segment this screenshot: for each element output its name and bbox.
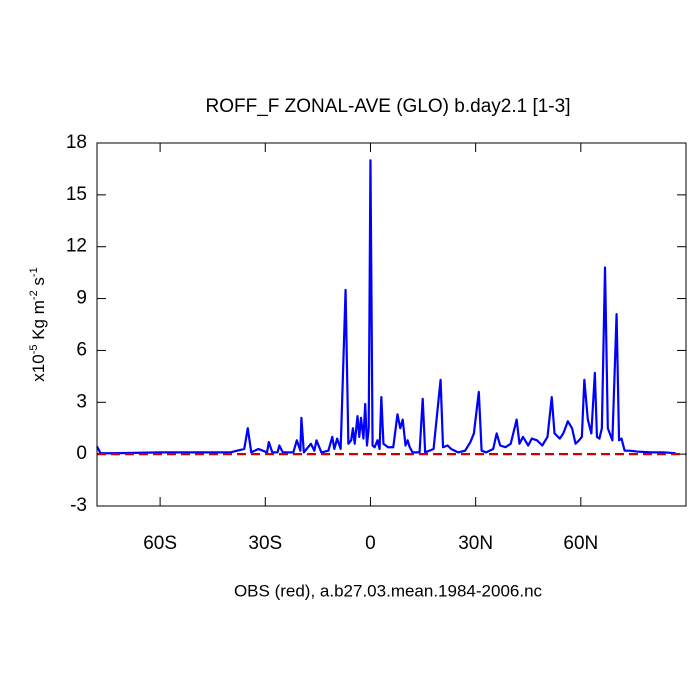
x-tick-label: 60S bbox=[143, 533, 177, 554]
y-tick-label: 3 bbox=[76, 391, 87, 412]
y-tick-label: 0 bbox=[76, 443, 87, 464]
y-axis-label-part: -1 bbox=[28, 267, 40, 277]
y-tick-label: 6 bbox=[76, 339, 87, 360]
y-axis-label-part: s bbox=[29, 277, 48, 290]
x-axis-label: OBS (red), a.b27.03.mean.1984-2006.nc bbox=[234, 581, 543, 600]
x-tick-label: 30N bbox=[458, 533, 493, 554]
series-line bbox=[96, 159, 676, 455]
y-tick-label: -3 bbox=[70, 495, 87, 516]
chart-title: ROFF_F ZONAL-AVE (GLO) b.day2.1 [1-3] bbox=[206, 96, 571, 117]
y-axis-label-part: Kg m bbox=[29, 300, 48, 344]
x-tick-label: 0 bbox=[365, 533, 376, 554]
y-axis-label-part: x10 bbox=[29, 354, 48, 381]
y-axis-label-part: -2 bbox=[28, 290, 40, 300]
y-tick-label: 15 bbox=[66, 184, 87, 205]
plot-frame bbox=[96, 142, 687, 507]
y-axis-label: x10-5 Kg m-2 s-1 bbox=[28, 267, 49, 381]
y-tick-label: 18 bbox=[66, 132, 87, 153]
y-tick-label: 9 bbox=[76, 288, 87, 309]
x-tick-label: 60N bbox=[563, 533, 598, 554]
y-tick-label: 12 bbox=[66, 236, 87, 257]
y-axis-label-part: -5 bbox=[28, 345, 40, 355]
x-tick-label: 30S bbox=[248, 533, 282, 554]
